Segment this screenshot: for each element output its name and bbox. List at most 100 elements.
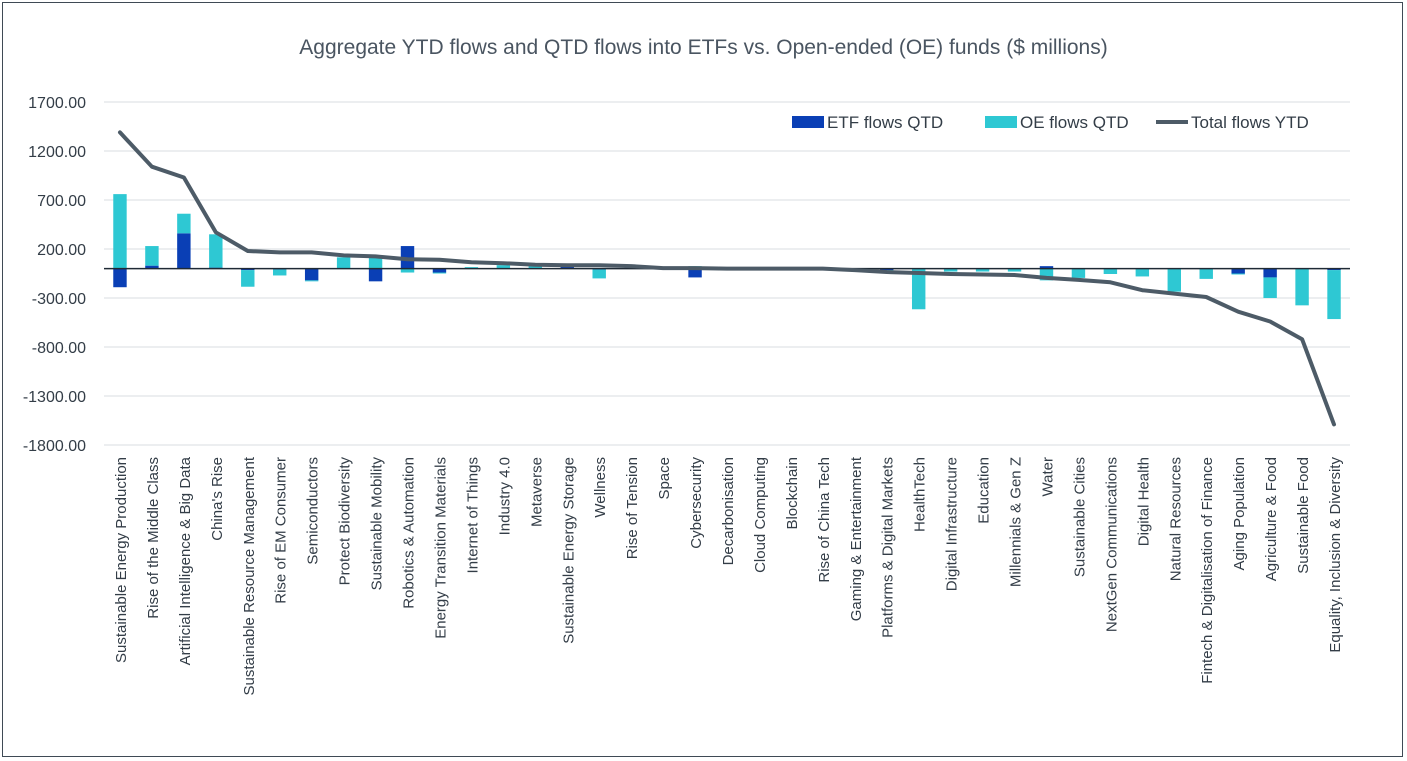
total-flows-point [1013, 274, 1016, 276]
total-flows-point [854, 269, 856, 271]
x-tick-label: Metaverse [528, 457, 545, 527]
x-tick-label: Sustainable Energy Storage [560, 457, 577, 644]
etf-bar [1039, 266, 1054, 269]
total-flows-point [918, 272, 920, 274]
legend-item: Total flows YTD [1156, 113, 1309, 132]
total-flows-point [822, 268, 824, 270]
y-tick-label: 700.00 [37, 193, 86, 210]
x-tick-label: Artificial Intelligence & Big Data [177, 456, 194, 665]
x-tick-label: Education [976, 457, 993, 524]
total-flows-point [374, 255, 377, 257]
x-tick-label: Rise of China Tech [816, 457, 833, 583]
x-tick-label: Semiconductors [305, 457, 322, 565]
oe-bar [1071, 269, 1086, 278]
total-flows-point [1173, 292, 1175, 295]
total-flows-point [183, 176, 185, 179]
total-flows-point [151, 166, 153, 168]
legend-item: OE flows QTD [985, 113, 1129, 132]
legend-label: OE flows QTD [1020, 113, 1129, 132]
oe-bar [1199, 269, 1213, 279]
oe-bar [496, 265, 511, 269]
etf-bar [1231, 268, 1245, 274]
x-tick-label: Internet of Things [464, 457, 481, 573]
ytd-line [118, 130, 1336, 427]
total-flows-point [981, 273, 984, 276]
x-tick-label: Digital Health [1135, 457, 1152, 546]
x-tick-label: Wellness [592, 457, 609, 518]
oe-bar [432, 272, 447, 274]
oe-bar [1295, 269, 1309, 306]
oe-bar [943, 269, 958, 272]
legend-item: ETF flows QTD [792, 113, 943, 132]
total-flows-point [758, 268, 760, 270]
oe-bar [113, 194, 127, 269]
total-flows-point [343, 254, 345, 256]
oe-bar [273, 269, 287, 276]
etf-bar [304, 268, 319, 281]
total-flows-point [598, 264, 600, 266]
total-flows-point [1237, 311, 1239, 313]
etf-bar [368, 268, 383, 282]
oe-bar [336, 257, 351, 269]
total-flows-point [1269, 320, 1271, 323]
legend-label: ETF flows QTD [827, 113, 943, 132]
x-tick-label: Sustainable Resource Management [241, 456, 258, 695]
total-flows-point [311, 251, 313, 254]
total-flows-point [950, 273, 952, 275]
x-tick-label: Agriculture & Food [1263, 457, 1280, 581]
x-tick-label: Robotics & Automation [401, 457, 418, 609]
x-tick-label: Equality, Inclusion & Diversity [1327, 457, 1344, 653]
x-tick-label: Fintech & Digitalisation of Finance [1199, 457, 1216, 684]
y-tick-label: -1300.00 [23, 389, 86, 406]
etf-bar [1263, 268, 1277, 278]
oe-bar [1327, 270, 1341, 320]
oe-bar [592, 269, 606, 279]
x-tick-label: Decarbonisation [720, 457, 737, 565]
total-flows-point [406, 258, 409, 260]
total-flows-point [1045, 277, 1048, 279]
total-flows-point [119, 131, 121, 133]
oe-bar [464, 267, 479, 269]
y-tick-label: 1700.00 [28, 95, 86, 112]
chart-title: Aggregate YTD flows and QTD flows into E… [299, 36, 1108, 59]
total-flows-point [1109, 281, 1111, 283]
legend-swatch [792, 116, 824, 128]
x-tick-label: Industry 4.0 [496, 457, 513, 535]
oe-bar [209, 234, 223, 268]
etf-bar [113, 268, 127, 288]
oe-bar [304, 280, 319, 282]
total-flows-point [790, 268, 792, 270]
legend: ETF flows QTD OE flows QTD Total flows YTD [792, 113, 1309, 132]
total-flows-point [1205, 296, 1207, 298]
total-flows-point [279, 251, 281, 254]
bars [113, 194, 1341, 320]
total-flows-point [1333, 423, 1335, 426]
etf-bar [145, 265, 159, 269]
legend-swatch [985, 116, 1017, 128]
total-flows-point [662, 267, 664, 269]
total-flows-point [1301, 338, 1303, 340]
x-tick-label: Cybersecurity [688, 457, 705, 549]
oe-bar [528, 266, 543, 269]
total-flows-point [694, 267, 696, 269]
x-tick-label: China's Rise [209, 457, 226, 541]
total-flows-point [630, 265, 632, 267]
oe-bar [400, 268, 415, 273]
x-tick-label: Water [1039, 457, 1056, 496]
x-tick-label: HealthTech [912, 457, 929, 532]
x-tick-label: Aging Population [1231, 457, 1248, 570]
x-tick-label: Natural Resources [1167, 457, 1184, 581]
etf-bar [432, 268, 447, 273]
oe-bar [975, 269, 990, 272]
oe-bar [1007, 269, 1022, 272]
y-tick-label: -1800.00 [23, 438, 86, 455]
oe-bar [1231, 273, 1245, 275]
x-tick-label: Space [656, 457, 673, 500]
total-flows-point [726, 268, 728, 270]
x-tick-label: Gaming & Entertainment [848, 456, 865, 621]
x-tick-label: Sustainable Energy Production [113, 457, 130, 663]
oe-bar [1039, 268, 1054, 281]
oe-bar [1263, 277, 1277, 298]
